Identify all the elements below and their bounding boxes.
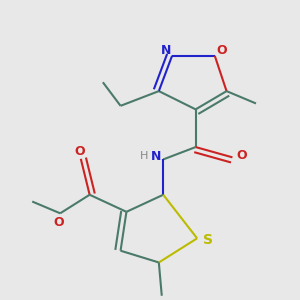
Text: N: N <box>161 44 171 57</box>
Text: N: N <box>151 150 161 163</box>
Text: O: O <box>53 216 64 229</box>
Text: S: S <box>203 233 213 247</box>
Text: O: O <box>74 145 85 158</box>
Text: O: O <box>236 149 247 162</box>
Text: H: H <box>140 152 148 161</box>
Text: O: O <box>216 44 226 57</box>
